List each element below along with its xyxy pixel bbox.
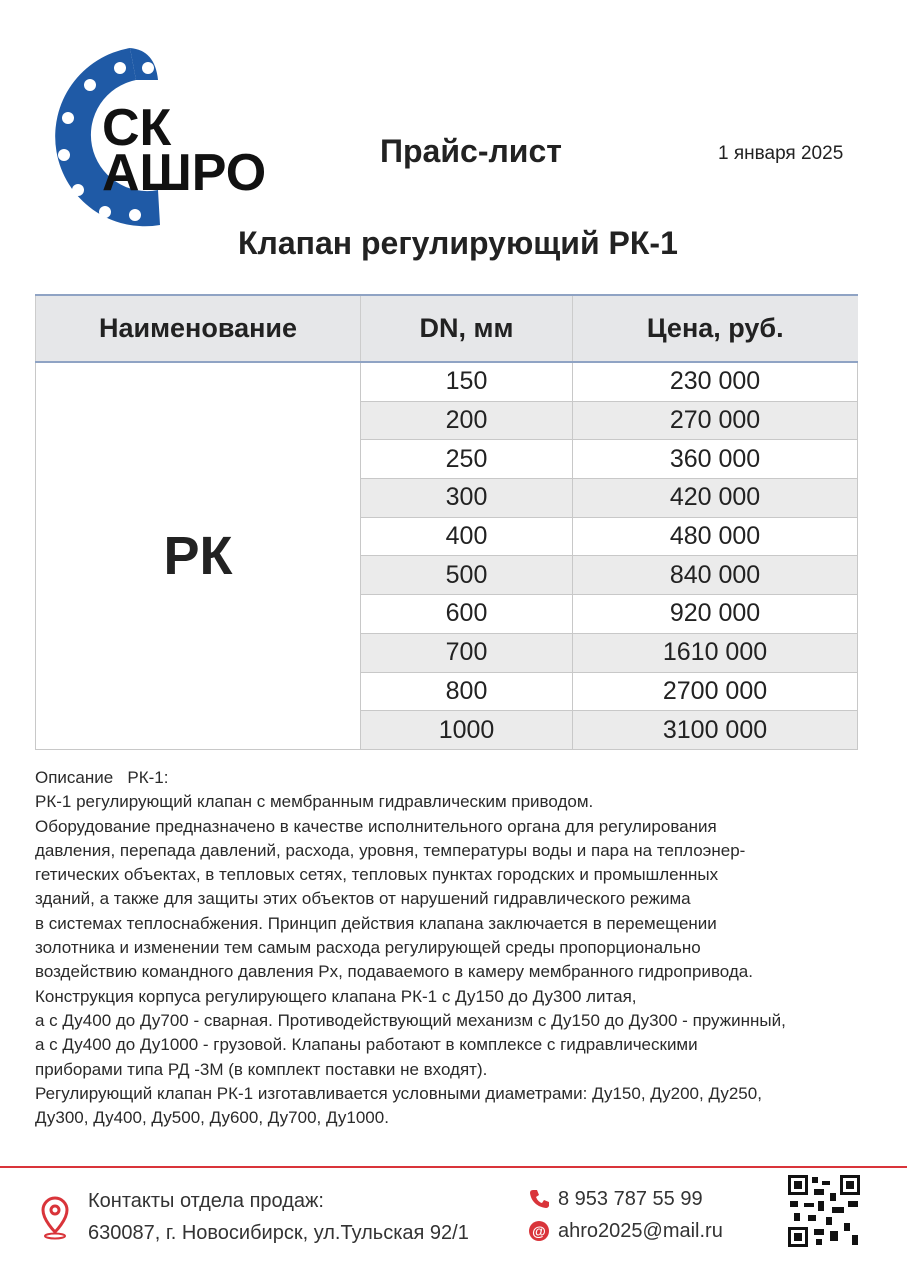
description-line: а с Ду400 до Ду700 - сварная. Противодей… bbox=[35, 1010, 786, 1030]
description-line: Оборудование предназначено в качестве ис… bbox=[35, 816, 717, 836]
price-cell: 480 000 bbox=[572, 516, 858, 557]
dn-cell: 250 bbox=[360, 439, 573, 480]
dn-cell: 300 bbox=[360, 478, 573, 518]
phone-icon bbox=[530, 1190, 549, 1208]
description-line: Ду300, Ду400, Ду500, Ду600, Ду700, Ду100… bbox=[35, 1108, 389, 1128]
price-table: Наименование DN, мм Цена, руб. РК 150 230 … bbox=[35, 294, 858, 750]
column-header: DN, мм bbox=[360, 294, 573, 363]
description-line: гетических объектах, в тепловых сетях, т… bbox=[35, 865, 719, 885]
table-row: 1000 3100 000 bbox=[36, 710, 858, 750]
dn-cell: 800 bbox=[360, 671, 573, 712]
address: 630087, г. Новосибирск, ул.Тульская 92/1 bbox=[88, 1222, 469, 1244]
table-row: РК 150 230 000 bbox=[35, 361, 858, 750]
description: Описание РК-1: РК-1 регулирующий клапан с… bbox=[35, 766, 786, 1130]
price-cell: 840 000 bbox=[572, 555, 858, 596]
svg-text:@: @ bbox=[532, 1223, 546, 1239]
qr-code bbox=[786, 1173, 862, 1249]
logo-text: СК bbox=[102, 99, 172, 157]
price-cell: 270 000 bbox=[572, 400, 858, 441]
description-line: приборами типа РД -3М (в комплект постав… bbox=[35, 1059, 488, 1079]
title: Прайс-лист bbox=[380, 133, 562, 169]
column-header: Цена, руб. bbox=[572, 294, 858, 363]
subtitle: Клапан регулирующий РК-1 bbox=[238, 225, 678, 261]
date: 1 января 2025 bbox=[718, 143, 844, 164]
description-line: зданий, а также для защиты этих объектов… bbox=[35, 889, 691, 909]
description-line: Описание РК-1: bbox=[35, 768, 169, 787]
table-row: 700 1610 000 bbox=[36, 632, 858, 673]
dn-cell: 200 bbox=[360, 400, 573, 441]
price-cell: 230 000 bbox=[572, 361, 858, 402]
email: ahro2025@mail.ru bbox=[558, 1220, 723, 1242]
price-cell: 360 000 bbox=[572, 439, 858, 480]
table-row: 500 840 000 bbox=[36, 555, 858, 596]
location-icon bbox=[41, 1196, 69, 1240]
phone: 8 953 787 55 99 bbox=[558, 1188, 703, 1210]
dn-cell: 150 bbox=[360, 361, 573, 402]
dn-cell: 600 bbox=[360, 594, 573, 634]
dn-cell: 500 bbox=[360, 555, 573, 596]
divider bbox=[0, 1166, 907, 1168]
price-cell: 920 000 bbox=[572, 594, 858, 634]
table-row: 600 920 000 bbox=[36, 594, 858, 634]
dn-cell: 400 bbox=[360, 516, 573, 557]
price-cell: 1610 000 bbox=[572, 632, 858, 673]
product-name: РК bbox=[35, 361, 361, 750]
table-row: 800 2700 000 bbox=[36, 671, 858, 712]
column-header: Наименование bbox=[35, 294, 361, 363]
price-cell: 420 000 bbox=[572, 478, 858, 518]
description-line: а с Ду400 до Ду1000 - грузовой. Клапаны … bbox=[35, 1035, 698, 1055]
description-line: воздействию командного давления Рх, пода… bbox=[35, 962, 753, 982]
logo: СК АШРО bbox=[55, 48, 266, 227]
description-line: золотника и изменении тем самым расхода … bbox=[35, 938, 701, 958]
dn-cell: 1000 bbox=[360, 710, 573, 750]
description-line: Конструкция корпуса регулирующего клапан… bbox=[35, 986, 637, 1006]
price-cell: 3100 000 bbox=[572, 710, 858, 750]
dn-cell: 700 bbox=[360, 632, 573, 673]
price-cell: 2700 000 bbox=[572, 671, 858, 712]
logo-text: АШРО bbox=[102, 144, 266, 202]
description-line: РК-1 регулирующий клапан с мембранным ги… bbox=[35, 792, 594, 812]
table-row: 400 480 000 bbox=[36, 516, 858, 557]
email-icon: @ bbox=[529, 1221, 549, 1241]
table-row: 300 420 000 bbox=[36, 478, 858, 518]
table-row: 200 270 000 bbox=[36, 400, 858, 441]
description-line: в системах теплоснабжения. Принцип дейст… bbox=[35, 913, 717, 933]
description-line: Регулирующий клапан РК-1 изготавливается… bbox=[35, 1083, 762, 1103]
description-line: давления, перепада давлений, расхода, ур… bbox=[35, 840, 746, 860]
contacts-label: Контакты отдела продаж: bbox=[88, 1190, 324, 1212]
